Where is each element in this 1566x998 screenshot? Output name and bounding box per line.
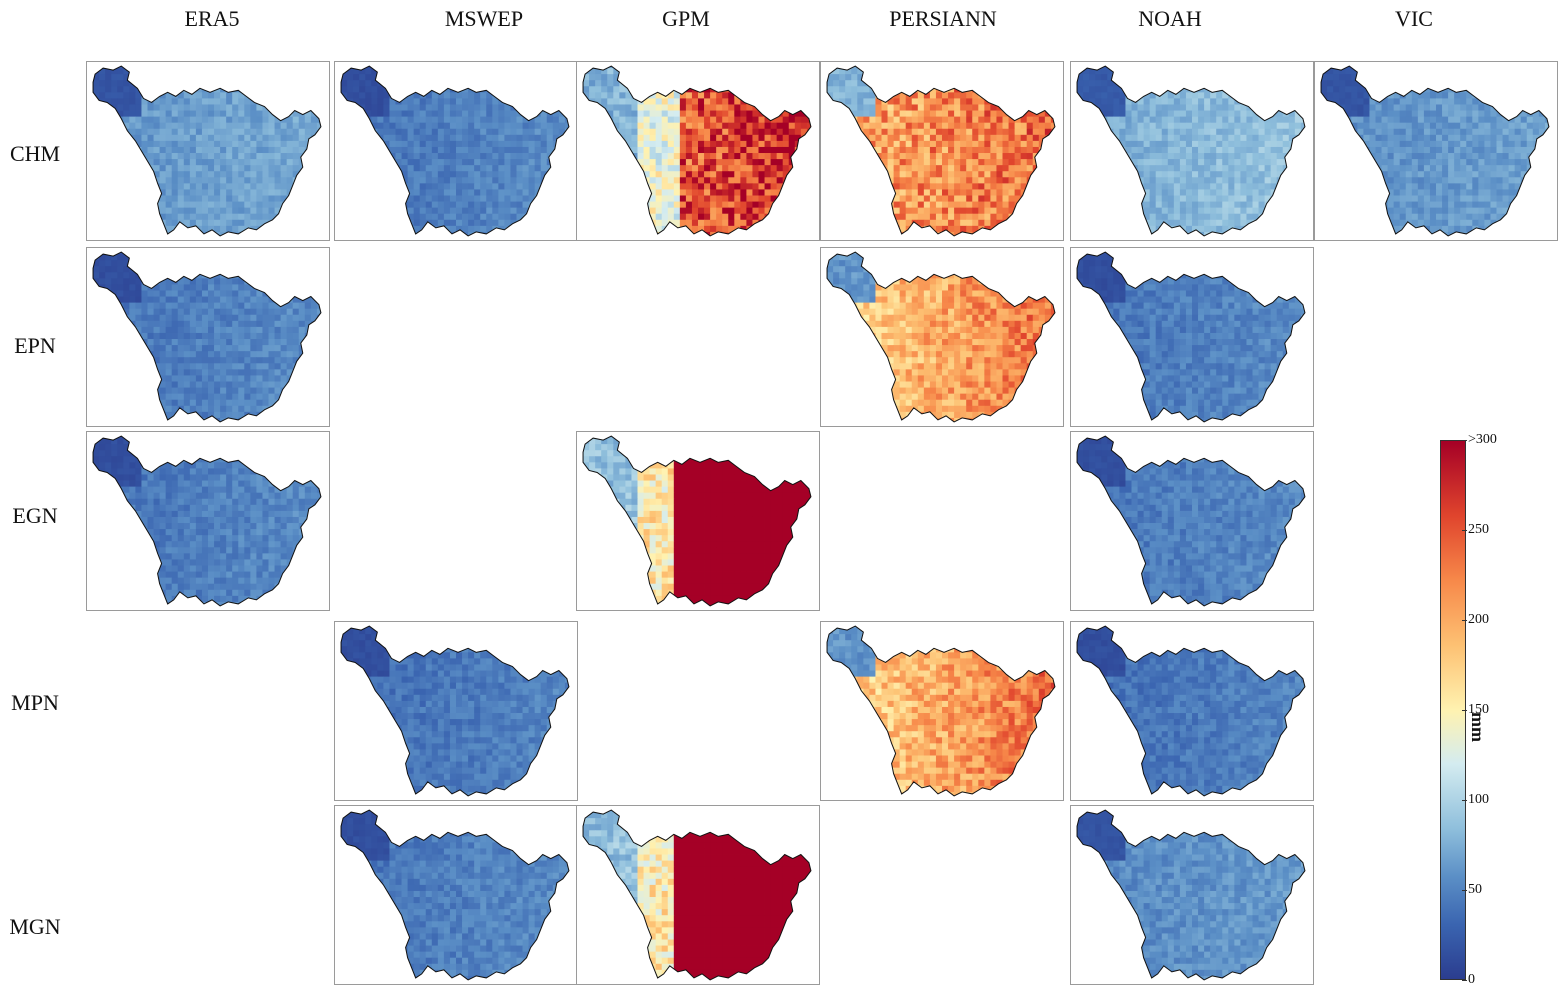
colorbar-tick-mark xyxy=(1462,620,1467,621)
precipitation-map xyxy=(826,625,1056,797)
precipitation-map xyxy=(582,435,812,607)
grid-cells xyxy=(583,66,811,236)
map-panel-epn-noah xyxy=(1070,247,1314,427)
grid-cells xyxy=(827,66,1055,236)
grid-cells xyxy=(341,66,569,236)
grid-cells xyxy=(583,436,811,606)
colorbar-tick-mark xyxy=(1462,440,1467,441)
grid-cells xyxy=(341,626,569,796)
precipitation-map xyxy=(1076,809,1306,981)
colorbar-tick-label: >300 xyxy=(1468,432,1497,448)
map-panel-mpn-mswep xyxy=(334,621,578,801)
basin-outline xyxy=(582,809,812,981)
grid-cells xyxy=(1077,436,1305,606)
row-label-mpn: MPN xyxy=(0,690,70,716)
grid-cells xyxy=(827,252,1055,422)
precipitation-map xyxy=(1320,65,1550,237)
precipitation-map xyxy=(92,65,322,237)
basin-outline xyxy=(1076,251,1306,423)
map-panel-epn-era5 xyxy=(86,247,330,427)
grid-cells xyxy=(1077,626,1305,796)
map-panel-chm-gpm xyxy=(576,61,820,241)
map-panel-egn-gpm xyxy=(576,431,820,611)
colorbar-tick-label: 200 xyxy=(1468,612,1489,628)
precipitation-map xyxy=(92,251,322,423)
grid-cells xyxy=(93,66,321,236)
grid-cells xyxy=(827,626,1055,796)
precipitation-map xyxy=(92,435,322,607)
basin-outline xyxy=(582,65,812,237)
colorbar-tick-mark xyxy=(1462,890,1467,891)
map-panel-chm-noah xyxy=(1070,61,1314,241)
basin-outline xyxy=(1320,65,1550,237)
colorbar-tick-label: 0 xyxy=(1468,972,1475,988)
map-panel-egn-era5 xyxy=(86,431,330,611)
grid-cells xyxy=(93,436,321,606)
precipitation-map xyxy=(340,809,570,981)
map-panel-chm-persiann xyxy=(820,61,1064,241)
column-label-mswep: MSWEP xyxy=(445,6,523,32)
map-panel-epn-persiann xyxy=(820,247,1064,427)
precipitation-map xyxy=(826,251,1056,423)
precipitation-map xyxy=(826,65,1056,237)
basin-outline xyxy=(92,435,322,607)
precipitation-map xyxy=(1076,65,1306,237)
basin-outline xyxy=(92,65,322,237)
colorbar-tick-mark xyxy=(1462,800,1467,801)
basin-outline xyxy=(1076,809,1306,981)
colorbar-tick-label: 150 xyxy=(1468,702,1489,718)
map-panel-mpn-noah xyxy=(1070,621,1314,801)
precipitation-map xyxy=(340,625,570,797)
colorbar-tick-mark xyxy=(1462,710,1467,711)
map-panel-mgn-mswep xyxy=(334,805,578,985)
precipitation-map xyxy=(1076,251,1306,423)
grid-cells xyxy=(93,252,321,422)
colorbar-tick-label: 250 xyxy=(1468,522,1489,538)
basin-outline xyxy=(1076,435,1306,607)
map-panel-mpn-persiann xyxy=(820,621,1064,801)
basin-outline xyxy=(340,809,570,981)
colorbar-tick-mark xyxy=(1462,530,1467,531)
basin-outline xyxy=(92,251,322,423)
grid-cells xyxy=(1321,66,1549,236)
basin-outline xyxy=(582,435,812,607)
row-label-mgn: MGN xyxy=(0,914,70,940)
column-label-vic: VIC xyxy=(1395,6,1433,32)
precipitation-map xyxy=(340,65,570,237)
precipitation-map xyxy=(1076,435,1306,607)
grid-cells xyxy=(1077,810,1305,980)
column-label-era5: ERA5 xyxy=(185,6,240,32)
map-panel-mgn-gpm xyxy=(576,805,820,985)
basin-outline xyxy=(1076,625,1306,797)
basin-outline xyxy=(340,625,570,797)
map-panel-chm-vic xyxy=(1314,61,1558,241)
grid-cells xyxy=(341,810,569,980)
colorbar-tick-mark xyxy=(1462,980,1467,981)
map-panel-chm-era5 xyxy=(86,61,330,241)
column-label-persiann: PERSIANN xyxy=(889,6,997,32)
basin-outline xyxy=(340,65,570,237)
precipitation-map xyxy=(582,65,812,237)
basin-outline xyxy=(826,65,1056,237)
grid-cells xyxy=(1077,252,1305,422)
map-panel-chm-mswep xyxy=(334,61,578,241)
row-label-egn: EGN xyxy=(0,503,70,529)
grid-cells xyxy=(583,810,811,980)
colorbar-unit-label: mm xyxy=(1467,712,1488,742)
column-label-noah: NOAH xyxy=(1138,6,1202,32)
row-label-epn: EPN xyxy=(0,333,70,359)
column-label-gpm: GPM xyxy=(662,6,710,32)
colorbar-tick-label: 100 xyxy=(1468,792,1489,808)
precipitation-map xyxy=(1076,625,1306,797)
colorbar-tick-label: 50 xyxy=(1468,882,1482,898)
precipitation-map xyxy=(582,809,812,981)
map-panel-mgn-noah xyxy=(1070,805,1314,985)
basin-outline xyxy=(1076,65,1306,237)
grid-cells xyxy=(1077,66,1305,236)
row-label-chm: CHM xyxy=(0,141,70,167)
basin-outline xyxy=(826,625,1056,797)
map-panel-egn-noah xyxy=(1070,431,1314,611)
basin-outline xyxy=(826,251,1056,423)
